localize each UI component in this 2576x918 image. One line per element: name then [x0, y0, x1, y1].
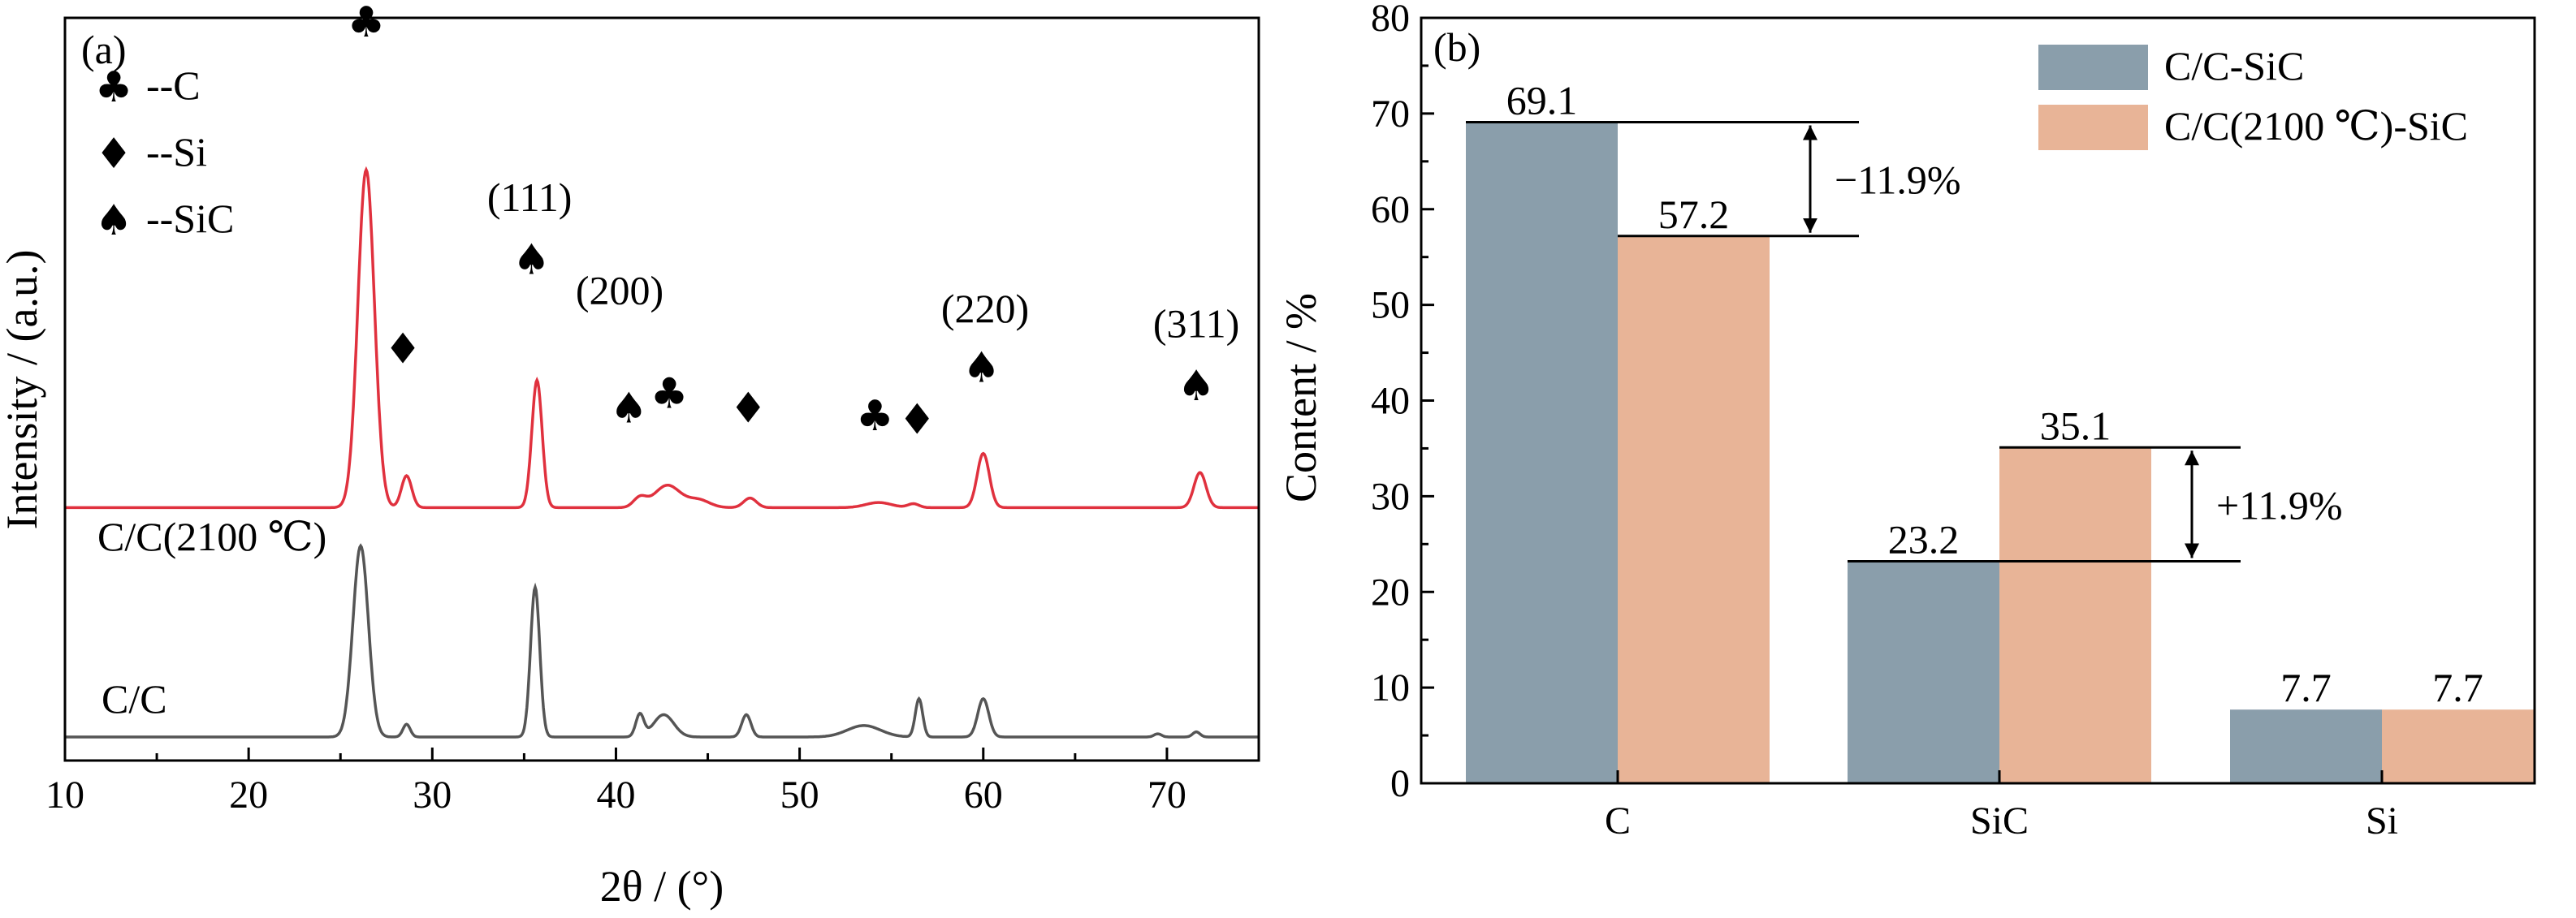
panel-a-frame — [63, 16, 1260, 762]
x-tick-label: 70 — [1148, 774, 1186, 817]
panel-b-category-labels: C SiC Si — [1605, 770, 2398, 843]
legend-label: --C — [146, 62, 201, 108]
category-label: C — [1605, 799, 1631, 843]
club-icon: ♣ — [856, 392, 894, 441]
peak-plane-label: (220) — [941, 286, 1029, 331]
xrd-series — [65, 166, 1259, 739]
panel-b-y-axis-label: Content / % — [1277, 293, 1325, 502]
series-label-cc: C/C — [102, 676, 167, 722]
bar-value-label: 7.7 — [2280, 665, 2332, 710]
legend-swatch-0 — [2038, 45, 2148, 90]
spade-icon: ♠ — [95, 196, 133, 245]
peak-plane-label: (311) — [1153, 300, 1239, 346]
x-tick-label: 60 — [964, 774, 1003, 817]
difference-label: −11.9% — [1835, 157, 1961, 203]
panel-a-legend: ♣ --C ♦ --Si ♠ --SiC — [95, 62, 235, 245]
spade-icon: ♠ — [610, 385, 648, 433]
spade-icon: ♠ — [512, 236, 551, 285]
bar-value-label: 69.1 — [1506, 77, 1578, 123]
y-tick-label: 10 — [1371, 666, 1410, 709]
y-tick-label: 20 — [1371, 571, 1410, 614]
bars — [1466, 122, 2534, 783]
y-tick-label: 50 — [1371, 284, 1410, 327]
panel-a-x-axis-label: 2θ / (°) — [600, 862, 724, 911]
bar-value-label: 23.2 — [1888, 517, 1960, 562]
panel-a-x-ticks: 10 20 30 40 50 60 70 — [45, 748, 1186, 817]
panel-a-y-axis-label: Intensity / (a.u.) — [0, 250, 46, 530]
difference-annotations: −11.9% +11.9% — [1803, 125, 2343, 558]
y-tick-label: 70 — [1371, 93, 1410, 136]
bar-sic-series-0 — [1848, 561, 1999, 783]
legend-label: C/C-SiC — [2164, 43, 2304, 88]
category-label: SiC — [1970, 799, 2029, 843]
panel-b-y-ticks: 0 10 20 30 40 50 60 70 80 — [1371, 0, 1434, 805]
spade-icon: ♠ — [962, 343, 1001, 392]
difference-label: +11.9% — [2216, 482, 2343, 528]
x-tick-label: 30 — [413, 774, 452, 817]
diamond-icon: ♦ — [95, 130, 133, 179]
x-tick-label: 40 — [596, 774, 635, 817]
panel-b-label: (b) — [1433, 24, 1480, 70]
diamond-icon: ♦ — [384, 325, 422, 373]
xrd-series-line-1 — [65, 543, 1259, 739]
bar-si-series-0 — [2230, 709, 2382, 783]
y-tick-label: 40 — [1371, 380, 1410, 423]
legend-swatch-1 — [2038, 105, 2148, 150]
panel-a-xrd-chart: 10 20 30 40 50 60 70 2θ / (°) Intensity / (a.u… — [0, 0, 1260, 911]
panel-a-label: (a) — [81, 27, 127, 72]
y-tick-label: 80 — [1371, 0, 1410, 40]
panel-b-bar-chart: 0 10 20 30 40 50 60 70 80 C SiC Si Content / % (b)… — [1277, 0, 2536, 843]
legend-label: --SiC — [146, 196, 234, 241]
value-reference-lines — [1466, 120, 2241, 563]
bar-value-label: 7.7 — [2432, 665, 2483, 710]
y-tick-label: 30 — [1371, 475, 1410, 518]
club-icon: ♣ — [650, 369, 689, 418]
diamond-icon: ♦ — [898, 395, 936, 444]
x-tick-label: 10 — [45, 774, 84, 817]
peak-plane-label: (200) — [576, 267, 663, 312]
peak-plane-label: (111) — [487, 175, 573, 220]
y-tick-label: 0 — [1390, 762, 1410, 805]
diamond-icon: ♦ — [729, 385, 767, 433]
x-tick-label: 50 — [780, 774, 819, 817]
panel-a-peak-annotations: ♣♦♠(111)(200)♠ ♣ ♦ ♣ ♦♠(220)♠(311) — [348, 0, 1240, 444]
club-icon: ♣ — [95, 63, 133, 112]
category-label: Si — [2366, 799, 2398, 843]
panel-b-legend: C/C-SiC C/C(2100 ℃)-SiC — [2038, 43, 2468, 150]
legend-label: --Si — [146, 129, 207, 175]
y-tick-label: 60 — [1371, 188, 1410, 231]
legend-label: C/C(2100 ℃)-SiC — [2164, 103, 2468, 149]
bar-si-series-1 — [2382, 709, 2534, 783]
x-tick-label: 20 — [229, 774, 268, 817]
bar-value-label: 35.1 — [2040, 403, 2111, 448]
series-label-cc-2100: C/C(2100 ℃) — [97, 514, 326, 559]
xrd-series-line-0 — [65, 166, 1259, 510]
club-icon: ♣ — [348, 0, 386, 47]
spade-icon: ♠ — [1178, 362, 1216, 411]
bar-c-series-0 — [1466, 122, 1618, 783]
bar-value-labels: 69.1 23.2 7.7 57.2 35.1 7.7 — [1506, 77, 2483, 710]
bar-sic-series-1 — [1999, 447, 2151, 783]
bar-c-series-1 — [1618, 235, 1770, 783]
bar-value-label: 57.2 — [1658, 192, 1730, 237]
